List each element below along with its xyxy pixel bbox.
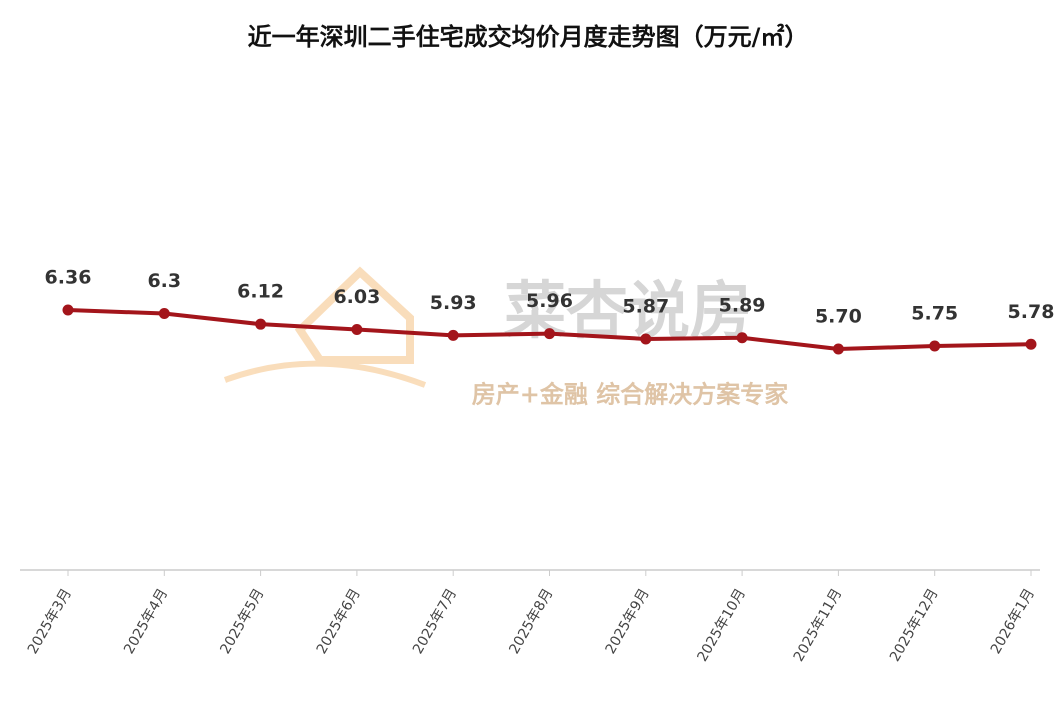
data-point bbox=[736, 332, 748, 344]
data-label: 5.87 bbox=[622, 295, 669, 317]
data-label: 6.12 bbox=[237, 281, 284, 303]
data-point bbox=[929, 340, 941, 352]
data-label: 5.70 bbox=[815, 306, 862, 328]
data-label: 5.75 bbox=[911, 303, 958, 325]
data-point bbox=[832, 343, 844, 355]
data-label: 5.78 bbox=[1008, 301, 1055, 323]
data-label: 6.3 bbox=[147, 270, 181, 292]
watermark-subtitle: 房产+金融 综合解决方案专家 bbox=[472, 380, 788, 409]
watermark-logo bbox=[223, 266, 427, 388]
data-point bbox=[640, 333, 652, 345]
data-point bbox=[62, 304, 74, 316]
data-label: 6.36 bbox=[45, 267, 92, 289]
data-label: 6.03 bbox=[333, 286, 380, 308]
data-point bbox=[544, 328, 555, 340]
chart-title: 近一年深圳二手住宅成交均价月度走势图（万元/㎡） bbox=[248, 23, 809, 51]
data-point bbox=[447, 329, 459, 341]
data-point bbox=[1025, 338, 1037, 350]
data-label: 5.96 bbox=[526, 290, 573, 312]
data-label: 5.89 bbox=[719, 294, 766, 316]
data-label: 5.93 bbox=[430, 292, 477, 314]
data-point bbox=[255, 318, 267, 330]
data-point bbox=[158, 308, 170, 320]
data-point bbox=[351, 324, 363, 335]
